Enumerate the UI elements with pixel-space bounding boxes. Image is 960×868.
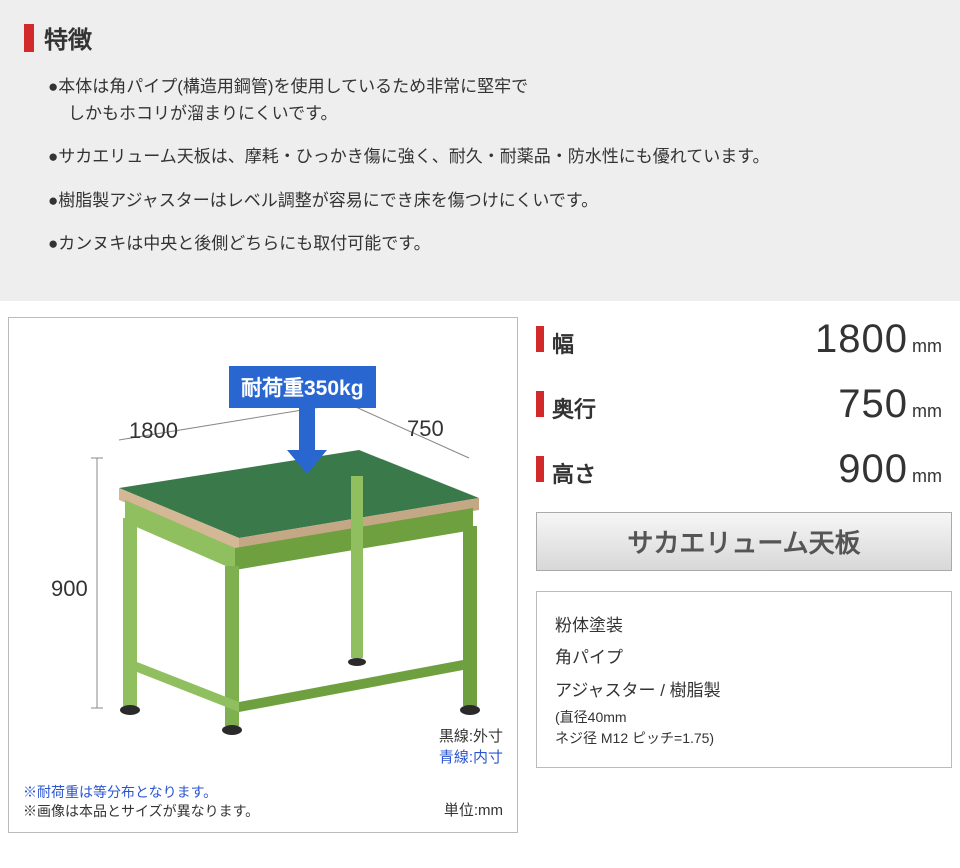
feature-item: ●カンヌキは中央と後側どちらにも取付可能です。 xyxy=(48,230,936,257)
spec-row-height: 高さ 900 mm xyxy=(536,447,952,492)
detail-diameter: (直径40mm xyxy=(555,707,933,728)
features-section: 特徴 ●本体は角パイプ(構造用鋼管)を使用しているため非常に堅牢で しかもホコリ… xyxy=(0,0,960,301)
red-bar-icon xyxy=(536,391,544,417)
spec-value-width: 1800 xyxy=(632,317,908,362)
feature-item: ●樹脂製アジャスターはレベル調整が容易にでき床を傷つけにくいです。 xyxy=(48,187,936,214)
arrow-stem-icon xyxy=(299,402,315,452)
spec-row-depth: 奥行 750 mm xyxy=(536,382,952,427)
spec-unit: mm xyxy=(912,401,952,422)
legend-inner: 青線:内寸 xyxy=(439,747,503,768)
dimension-height: 900 xyxy=(51,576,88,602)
spec-label-depth: 奥行 xyxy=(552,392,632,424)
spec-unit: mm xyxy=(912,336,952,357)
detail-pipe: 角パイプ xyxy=(555,642,933,674)
diagram-notes: ※耐荷重は等分布となります。 ※画像は本品とサイズが異なります。 xyxy=(23,783,259,822)
dimension-depth: 750 xyxy=(407,416,444,442)
detail-box: 粉体塗装 角パイプ アジャスター / 樹脂製 (直径40mm ネジ径 M12 ピ… xyxy=(536,591,952,768)
dimension-width: 1800 xyxy=(129,418,178,444)
red-bar-icon xyxy=(536,326,544,352)
workbench-diagram xyxy=(39,358,499,738)
main-row: 耐荷重350kg xyxy=(0,301,960,833)
note-image: ※画像は本品とサイズが異なります。 xyxy=(23,802,259,822)
material-badge: サカエリューム天板 xyxy=(536,512,952,571)
product-diagram-panel: 耐荷重350kg xyxy=(8,317,518,833)
spec-value-height: 900 xyxy=(632,447,908,492)
detail-coating: 粉体塗装 xyxy=(555,610,933,642)
arrow-down-icon xyxy=(287,450,327,474)
load-capacity-callout: 耐荷重350kg xyxy=(229,366,376,408)
feature-item: ●サカエリューム天板は、摩耗・ひっかき傷に強く、耐久・耐薬品・防水性にも優れてい… xyxy=(48,143,936,170)
feature-text: ●本体は角パイプ(構造用鋼管)を使用しているため非常に堅牢で xyxy=(48,77,528,96)
spec-unit: mm xyxy=(912,466,952,487)
note-load: ※耐荷重は等分布となります。 xyxy=(23,783,259,803)
feature-text: ●カンヌキは中央と後側どちらにも取付可能です。 xyxy=(48,234,431,253)
spec-label-width: 幅 xyxy=(552,327,632,359)
red-bar-icon xyxy=(24,24,34,52)
legend-outer: 黒線:外寸 xyxy=(439,726,503,747)
feature-text: ●サカエリューム天板は、摩耗・ひっかき傷に強く、耐久・耐薬品・防水性にも優れてい… xyxy=(48,147,770,166)
spec-column: 幅 1800 mm 奥行 750 mm 高さ 900 mm サカエリューム天板 … xyxy=(536,317,952,833)
feature-item: ●本体は角パイプ(構造用鋼管)を使用しているため非常に堅牢で しかもホコリが溜ま… xyxy=(48,73,936,127)
features-header: 特徴 xyxy=(24,20,936,55)
unit-label: 単位:mm xyxy=(444,799,503,820)
red-bar-icon xyxy=(536,456,544,482)
detail-thread: ネジ径 M12 ピッチ=1.75) xyxy=(555,728,933,749)
spec-value-depth: 750 xyxy=(632,382,908,427)
feature-text: ●樹脂製アジャスターはレベル調整が容易にでき床を傷つけにくいです。 xyxy=(48,191,598,210)
feature-text-cont: しかもホコリが溜まりにくいです。 xyxy=(68,104,337,123)
features-title: 特徴 xyxy=(44,20,92,55)
spec-label-height: 高さ xyxy=(552,457,632,489)
spec-row-width: 幅 1800 mm xyxy=(536,317,952,362)
detail-adjuster: アジャスター / 樹脂製 xyxy=(555,675,933,707)
dimension-legend: 黒線:外寸 青線:内寸 xyxy=(439,726,503,768)
